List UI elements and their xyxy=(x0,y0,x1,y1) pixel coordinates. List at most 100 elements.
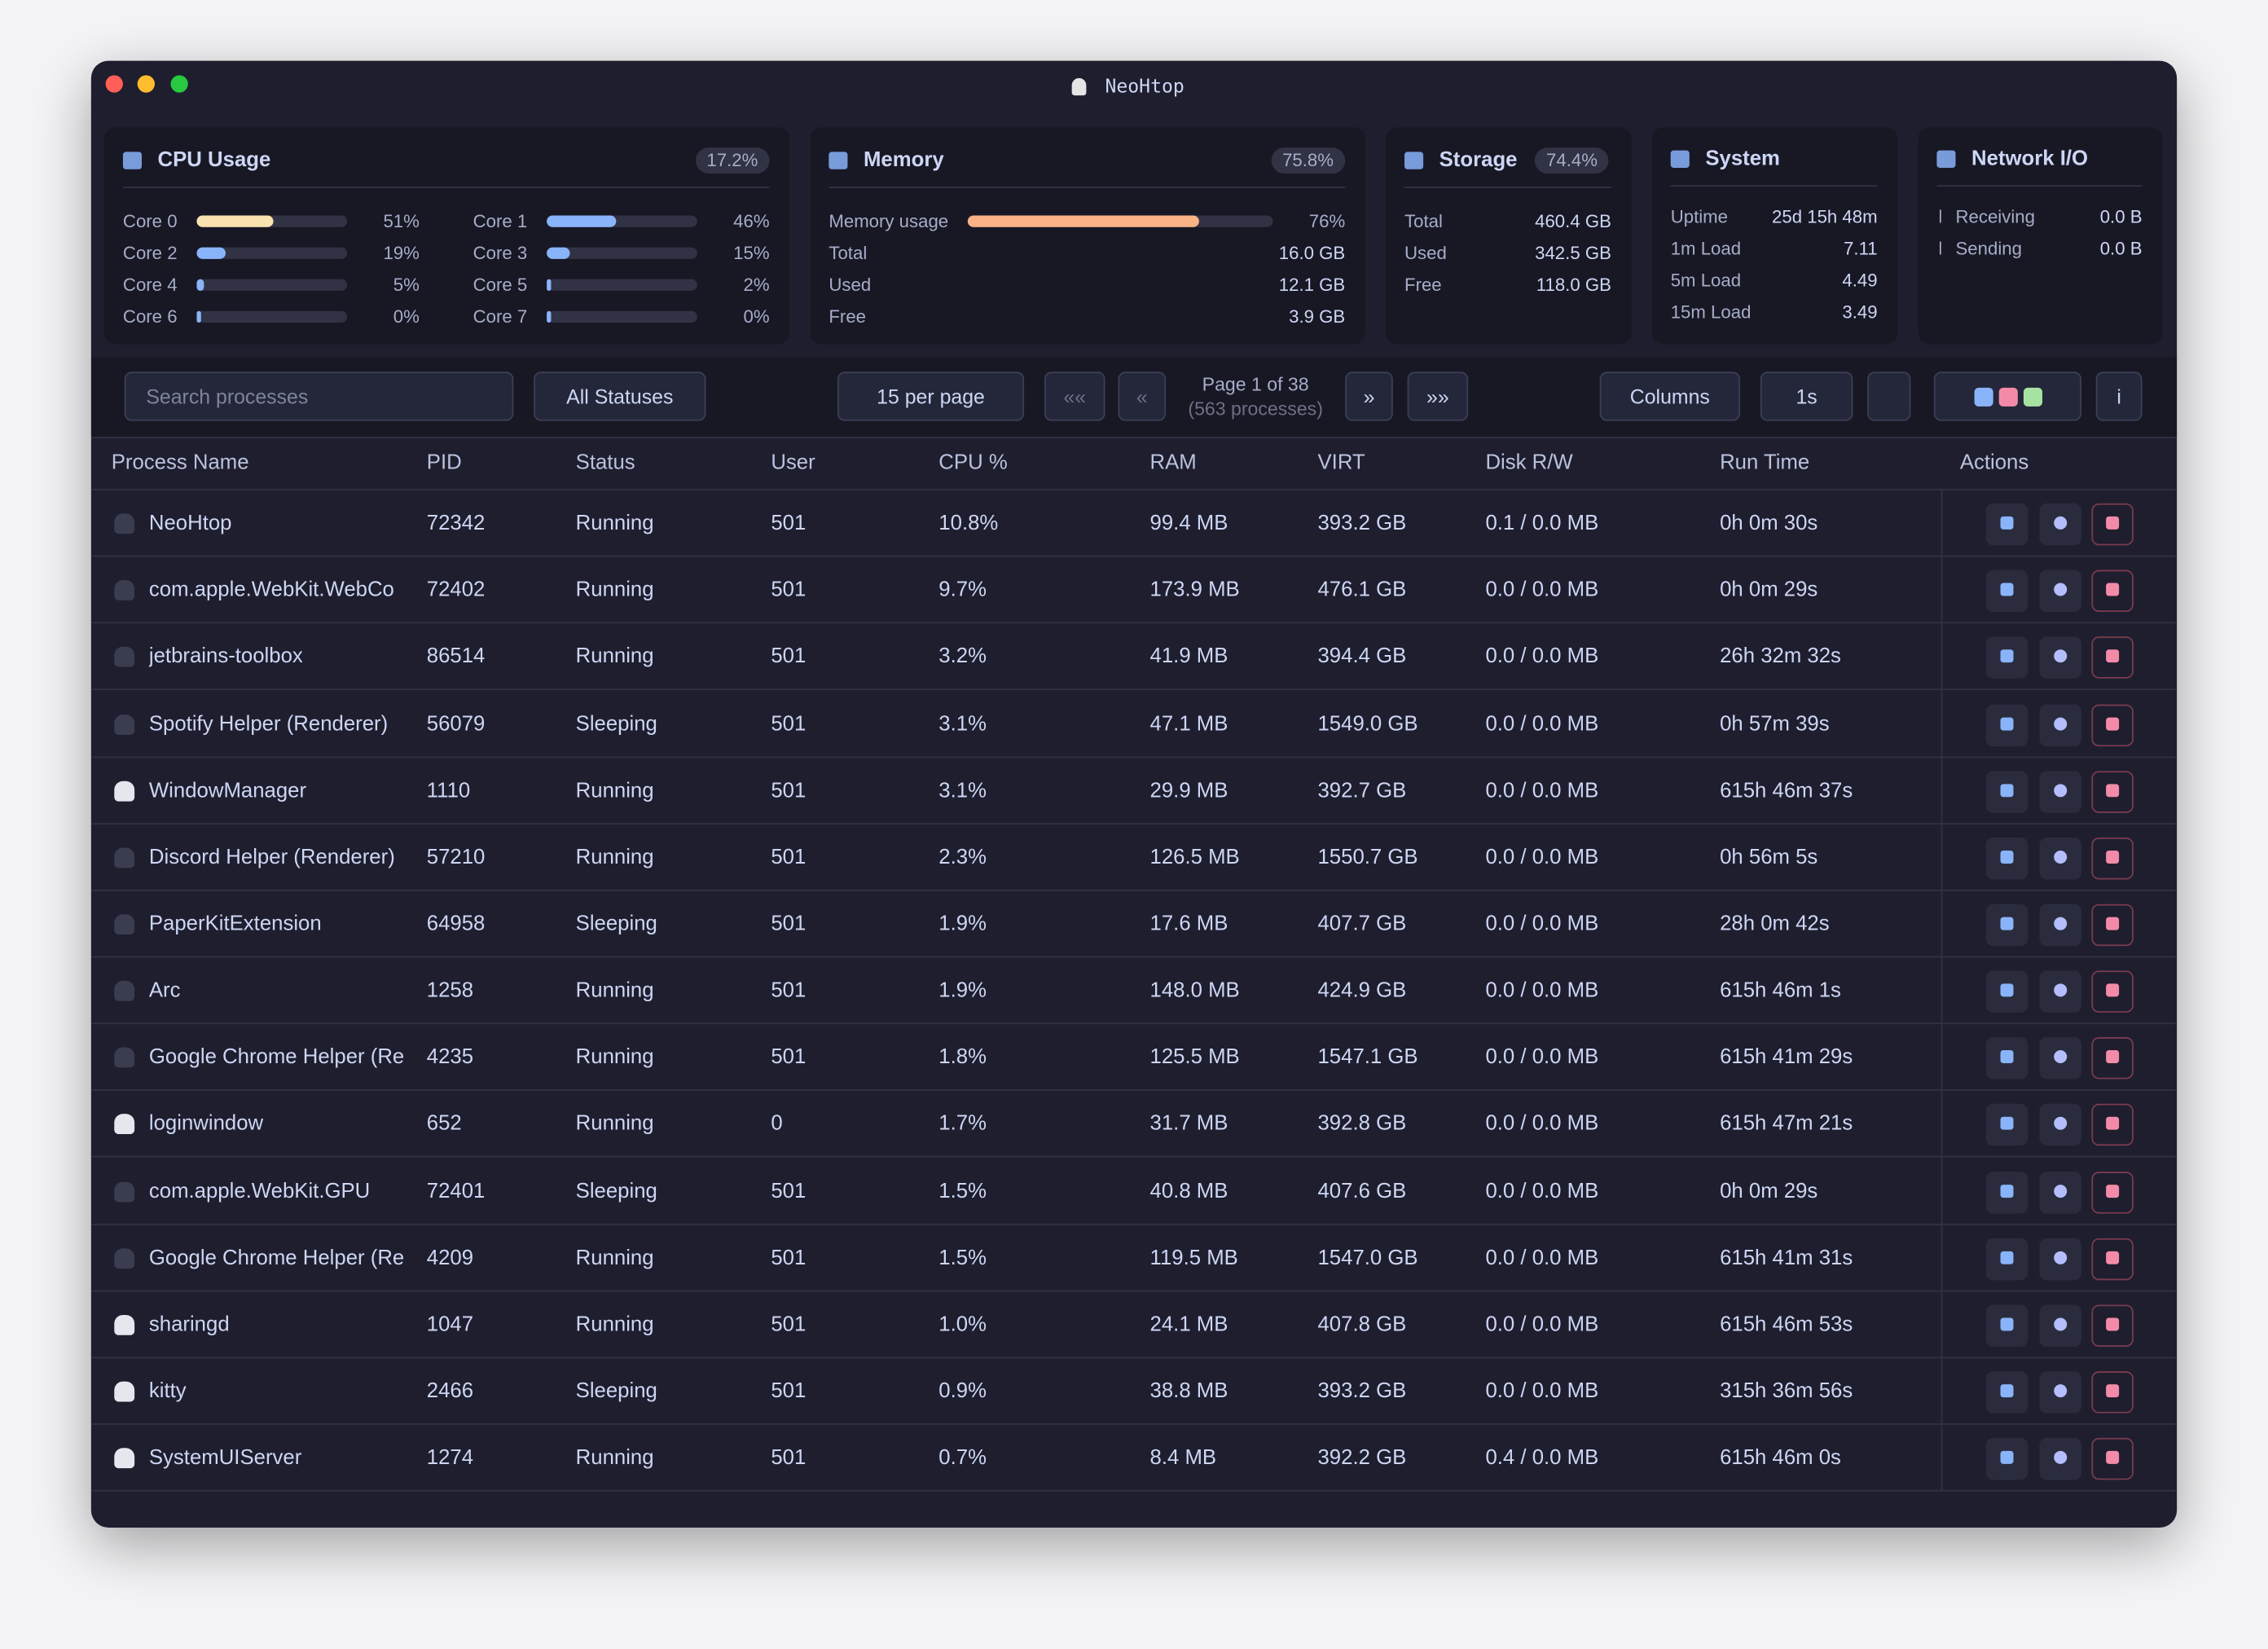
first-page[interactable]: «« xyxy=(1044,372,1105,421)
table-row[interactable] xyxy=(90,1358,2178,1426)
cell: 0.0 / 0.0 MB xyxy=(1485,1246,1599,1270)
table-row[interactable] xyxy=(90,1024,2178,1092)
card-divider xyxy=(829,187,1346,188)
kill-button[interactable] xyxy=(2091,837,2134,880)
card-divider xyxy=(1404,187,1611,188)
column-header[interactable]: Actions xyxy=(1959,451,2029,475)
core-bar xyxy=(196,247,226,259)
table-row[interactable] xyxy=(90,957,2178,1025)
button-icon xyxy=(2106,1451,2120,1465)
kill-button[interactable] xyxy=(2091,770,2134,813)
core-usage: 5% xyxy=(393,275,420,296)
kill-button[interactable] xyxy=(2091,1238,2134,1280)
kill-button[interactable] xyxy=(2091,1037,2134,1080)
cell: 501 xyxy=(771,846,807,869)
button-icon xyxy=(2106,649,2120,663)
table-row[interactable] xyxy=(90,557,2178,624)
cpu-card xyxy=(103,127,790,345)
table-row[interactable] xyxy=(90,824,2178,891)
core-usage: 51% xyxy=(383,211,420,232)
cell: NeoHtop xyxy=(148,512,232,536)
column-header[interactable]: CPU % xyxy=(938,451,1008,475)
stat-value: 3.9 GB xyxy=(1289,306,1346,328)
button-icon xyxy=(2000,1317,2014,1331)
kill-button[interactable] xyxy=(2091,1371,2134,1414)
cell: 2466 xyxy=(426,1379,474,1404)
next-page[interactable]: » xyxy=(1345,372,1393,421)
table-row[interactable] xyxy=(90,758,2178,824)
table-row[interactable] xyxy=(90,1425,2178,1492)
core-label: Core 0 xyxy=(122,211,178,232)
kill-button[interactable] xyxy=(2091,970,2134,1014)
per-page-select[interactable]: 15 per page xyxy=(837,372,1025,421)
cell: Discord Helper (Renderer) xyxy=(148,846,395,869)
table-row[interactable] xyxy=(90,490,2178,557)
column-header[interactable]: Run Time xyxy=(1720,451,1810,475)
stat-label: 1m Load xyxy=(1670,238,1742,259)
table-row[interactable] xyxy=(90,691,2178,758)
button-icon xyxy=(2000,1384,2014,1398)
table-row[interactable] xyxy=(90,1158,2178,1225)
kill-button[interactable] xyxy=(2091,1438,2134,1480)
column-header[interactable]: Status xyxy=(575,451,635,475)
info-button[interactable]: i xyxy=(2095,372,2143,421)
table-row[interactable] xyxy=(90,1225,2178,1292)
theme-switcher[interactable] xyxy=(1933,372,2081,421)
cell: 615h 41m 31s xyxy=(1720,1246,1853,1270)
pause-button[interactable] xyxy=(1867,372,1911,421)
cell: 0.0 / 0.0 MB xyxy=(1485,979,1599,1003)
kill-button[interactable] xyxy=(2091,1304,2134,1347)
cell: 1047 xyxy=(426,1313,474,1337)
kill-button[interactable] xyxy=(2091,1104,2134,1146)
window-control[interactable] xyxy=(105,75,123,93)
button-icon xyxy=(2054,649,2068,663)
card-divider xyxy=(122,187,770,188)
columns-button[interactable]: Columns xyxy=(1599,372,1740,421)
cell: 501 xyxy=(771,1446,807,1471)
core-label: Core 5 xyxy=(472,275,528,296)
button-icon xyxy=(2106,783,2120,797)
table-row[interactable] xyxy=(90,1091,2178,1159)
cell: 615h 41m 29s xyxy=(1720,1046,1853,1070)
theme-swatch xyxy=(1973,386,1993,407)
table-row[interactable] xyxy=(90,891,2178,958)
kill-button[interactable] xyxy=(2091,1171,2134,1213)
kill-button[interactable] xyxy=(2091,636,2134,679)
card-badge: 17.2% xyxy=(695,147,770,174)
column-header[interactable]: Disk R/W xyxy=(1485,451,1573,475)
column-header[interactable]: Process Name xyxy=(111,451,249,475)
app-window: NeoHtop CPU Usage 17.2% Core 0 51% Core 1 46% C… xyxy=(90,60,2178,1528)
cell: 392.7 GB xyxy=(1317,779,1407,803)
core-bar xyxy=(196,310,201,323)
kill-button[interactable] xyxy=(2091,904,2134,947)
table-row[interactable] xyxy=(90,624,2178,691)
search-input[interactable]: Search processes xyxy=(124,372,514,421)
refresh-interval[interactable]: 1s xyxy=(1760,372,1853,421)
kill-button[interactable] xyxy=(2091,703,2134,746)
table-row[interactable] xyxy=(90,1291,2178,1359)
status-filter[interactable]: All Statuses xyxy=(534,372,706,421)
core-usage: 15% xyxy=(733,243,770,264)
cell: 501 xyxy=(771,912,807,936)
window-control[interactable] xyxy=(137,75,155,93)
last-page[interactable]: »» xyxy=(1407,372,1469,421)
cell: 0.0 / 0.0 MB xyxy=(1485,779,1599,803)
window-control[interactable] xyxy=(170,75,188,93)
cell: 1549.0 GB xyxy=(1317,712,1418,736)
core-bar-track xyxy=(196,247,348,259)
button-icon xyxy=(2054,583,2068,596)
cell: 1.8% xyxy=(938,1046,987,1070)
button-icon xyxy=(2106,716,2120,730)
button-icon xyxy=(2000,917,2014,930)
cell: 1.5% xyxy=(938,1246,987,1270)
column-header[interactable]: RAM xyxy=(1149,451,1197,475)
column-header[interactable]: User xyxy=(771,451,815,475)
kill-button[interactable] xyxy=(2091,503,2134,546)
column-header[interactable]: PID xyxy=(426,451,462,475)
prev-page[interactable]: « xyxy=(1118,372,1167,421)
core-bar xyxy=(196,215,274,227)
button-icon xyxy=(2054,783,2068,797)
column-header[interactable]: VIRT xyxy=(1317,451,1365,475)
cell: 3.2% xyxy=(938,645,987,669)
kill-button[interactable] xyxy=(2091,569,2134,613)
